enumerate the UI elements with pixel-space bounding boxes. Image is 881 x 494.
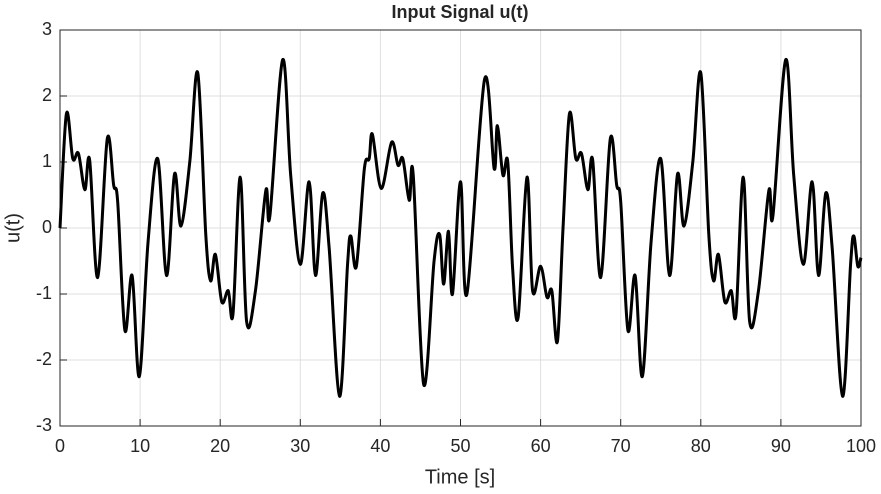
chart-title: Input Signal u(t) — [392, 2, 529, 22]
x-tick-label: 0 — [55, 436, 65, 456]
x-tick-label: 40 — [370, 436, 390, 456]
y-tick-label: 2 — [42, 85, 52, 105]
y-tick-label: 3 — [42, 19, 52, 39]
signal-line — [58, 58, 863, 398]
y-tick-label: 1 — [42, 151, 52, 171]
y-tick-label: -3 — [36, 415, 52, 435]
x-tick-label: 30 — [290, 436, 310, 456]
x-tick-label: 80 — [691, 436, 711, 456]
x-axis-label: Time [s] — [425, 466, 495, 488]
x-tick-label: 90 — [771, 436, 791, 456]
y-tick-label: -2 — [36, 349, 52, 369]
x-tick-label: 60 — [531, 436, 551, 456]
y-tick-label: 0 — [42, 217, 52, 237]
x-tick-label: 20 — [210, 436, 230, 456]
x-tick-label: 70 — [611, 436, 631, 456]
x-tick-label: 50 — [450, 436, 470, 456]
x-tick-label: 100 — [846, 436, 876, 456]
y-axis-label: u(t) — [2, 213, 24, 243]
y-tick-label: -1 — [36, 283, 52, 303]
x-tick-label: 10 — [130, 436, 150, 456]
